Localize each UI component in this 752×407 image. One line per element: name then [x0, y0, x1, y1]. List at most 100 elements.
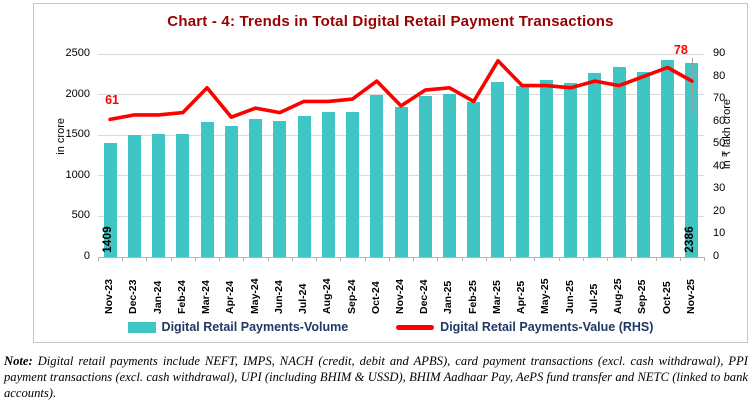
x-axis-label: Nov-23: [103, 278, 116, 314]
x-axis-label: Nov-25: [684, 278, 697, 314]
bar-apr-24: [224, 125, 238, 257]
x-axis-label: Apr-25: [515, 280, 528, 314]
x-axis-tick: [485, 257, 487, 261]
chart-note: Note: Digital retail payments include NE…: [4, 353, 748, 401]
x-axis-label: Jul-24: [297, 283, 310, 314]
bar-nov-23: [103, 142, 117, 257]
bar-feb-25: [467, 102, 481, 257]
x-axis-label: Jan-25: [442, 280, 455, 314]
bar-jul-25: [588, 73, 602, 257]
volume-series-swatch-icon: [127, 321, 156, 333]
x-axis-label: Sep-25: [636, 279, 649, 314]
left-axis-tick-label: 2500: [65, 47, 90, 59]
left-axis-tick-label: 0: [83, 250, 90, 262]
x-axis-tick: [679, 257, 681, 261]
legend-item-volume: Digital Retail Payments-Volume: [127, 320, 349, 334]
x-axis-label: Aug-25: [612, 278, 625, 314]
bar-aug-24: [321, 111, 335, 257]
x-axis-label: Mar-24: [200, 280, 213, 314]
bar-mar-25: [491, 81, 505, 257]
legend-label-value: Digital Retail Payments-Value (RHS): [440, 320, 654, 334]
bar-sep-24: [346, 111, 360, 257]
bar-nov-25: [685, 63, 699, 257]
bar-mar-24: [200, 122, 214, 257]
x-axis-tick: [510, 257, 512, 261]
x-axis-tick: [219, 257, 221, 261]
bar-sep-25: [636, 71, 650, 257]
x-axis-tick: [388, 257, 390, 261]
x-axis-label: Jul-25: [587, 283, 600, 314]
x-axis-tick: [146, 257, 148, 261]
bar-feb-24: [176, 134, 190, 257]
legend-label-volume: Digital Retail Payments-Volume: [161, 320, 349, 334]
x-axis-label: Feb-25: [466, 280, 479, 314]
x-axis-tick: [170, 257, 172, 261]
bar-jan-25: [442, 94, 456, 257]
bar-dec-23: [127, 135, 141, 257]
left-axis-tick-label: 2000: [65, 87, 90, 100]
left-axis-title: in crore: [55, 118, 67, 155]
x-axis-label: Jan-24: [151, 280, 164, 314]
bar-may-24: [249, 118, 263, 257]
x-axis-label: Jun-24: [272, 280, 285, 314]
bar-dec-24: [418, 96, 432, 257]
x-axis-label: Nov-24: [394, 278, 406, 314]
x-axis-label: May-25: [539, 278, 552, 314]
right-axis-tick-label: 80: [713, 69, 726, 82]
bar-nov-24: [394, 107, 408, 257]
x-axis-label: May-24: [248, 278, 261, 314]
bar-aug-25: [612, 66, 626, 257]
x-axis-tick: [243, 257, 245, 261]
x-axis-tick: [655, 257, 657, 261]
x-axis-label: Sep-24: [345, 279, 358, 314]
left-axis-tick-label: 1500: [65, 128, 90, 141]
x-axis-label: Feb-24: [175, 280, 188, 314]
gridline: [98, 94, 704, 96]
line-data-label-last: 78: [673, 43, 688, 58]
x-axis-label: Oct-25: [660, 281, 673, 314]
x-axis-tick: [364, 257, 366, 261]
x-axis-tick: [267, 257, 269, 261]
value-series-swatch-icon: [396, 324, 435, 330]
gridline: [98, 53, 704, 55]
x-axis-tick: [316, 257, 318, 261]
bar-may-25: [539, 79, 553, 257]
right-axis-tick-label: 0: [713, 250, 720, 262]
bar-oct-24: [370, 94, 384, 257]
bar-data-label-last: 2386: [683, 226, 696, 253]
bar-data-label-first: 1409: [102, 226, 115, 253]
bar-apr-25: [515, 86, 529, 257]
x-axis-tick: [582, 257, 584, 261]
x-axis-tick: [122, 257, 124, 261]
x-axis-label: Mar-25: [490, 280, 503, 314]
right-axis-tick-label: 70: [713, 92, 726, 105]
bar-oct-25: [661, 60, 675, 257]
right-axis-tick-label: 20: [713, 204, 726, 217]
x-axis-tick: [534, 257, 536, 261]
right-axis-tick-label: 30: [713, 182, 726, 195]
x-axis-label: Oct-24: [369, 281, 382, 314]
right-axis-tick-label: 90: [713, 47, 726, 59]
x-axis-tick: [631, 257, 633, 261]
bar-jul-24: [297, 115, 311, 257]
left-axis-tick-label: 500: [71, 209, 90, 222]
x-axis-tick: [291, 257, 293, 261]
bar-jan-24: [152, 133, 166, 257]
value-line-path: [108, 59, 694, 122]
line-data-label-first: 61: [105, 93, 120, 108]
bar-jun-25: [564, 83, 578, 257]
x-axis-tick: [704, 257, 705, 261]
bar-jun-24: [273, 121, 287, 257]
x-axis-tick: [437, 257, 439, 261]
left-axis-tick-label: 1000: [65, 168, 90, 181]
x-axis-label: Aug-24: [321, 278, 334, 314]
x-axis-label: Jun-25: [563, 280, 576, 314]
value-line-series: [108, 59, 694, 122]
note-label: Note:: [4, 354, 33, 368]
note-text: Digital retail payments include NEFT, IM…: [4, 354, 748, 400]
right-axis-tick-label: 50: [713, 137, 726, 150]
right-axis-tick-label: 60: [713, 114, 726, 127]
chart-box: Chart - 4: Trends in Total Digital Retai…: [33, 3, 748, 343]
right-axis-title: in ₹ lakh crore: [721, 99, 733, 169]
